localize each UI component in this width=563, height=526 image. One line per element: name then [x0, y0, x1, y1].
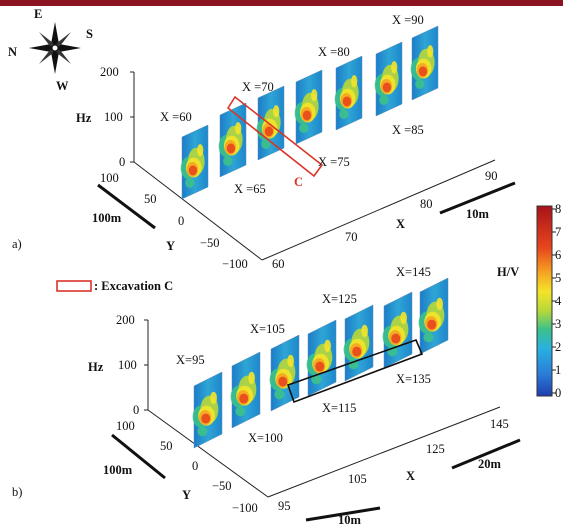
hv-slice-panel: [334, 55, 363, 131]
slice-label: X =85: [392, 123, 424, 137]
y-tick: 0: [192, 459, 198, 473]
compass-e: E: [34, 7, 42, 21]
hv-slice-panel: [306, 319, 337, 397]
x-tick: 105: [348, 472, 367, 486]
y-tick: −100: [232, 501, 258, 515]
colorbar-tick: 2: [555, 340, 561, 354]
x-tick: 95: [278, 499, 291, 513]
scale-label-x: 10m: [466, 207, 490, 221]
compass-s: S: [86, 27, 93, 41]
hv-slice-panel: [192, 371, 223, 449]
scale-label-y: 100m: [92, 211, 122, 225]
slice-label: X =60: [160, 110, 192, 124]
colorbar-title: H/V: [497, 265, 519, 279]
hv-slice-panel: [343, 304, 374, 382]
y-tick: 100: [116, 419, 135, 433]
slices-b: [192, 277, 449, 449]
slice-label: X=135: [396, 372, 431, 386]
colorbar-tick: 7: [555, 225, 561, 239]
y-tick: 100: [100, 171, 119, 185]
slice-label: X =80: [318, 45, 350, 59]
compass-w: W: [56, 79, 69, 93]
colorbar-tick: 0: [555, 386, 561, 400]
x-axis-label: X: [406, 469, 415, 483]
excavation-legend-swatch: [56, 280, 92, 292]
hz-axis-label: Hz: [88, 360, 104, 374]
x-tick: 80: [420, 197, 433, 211]
slice-label: X=100: [248, 431, 283, 445]
y-tick: 50: [144, 192, 157, 206]
excavation-c-mark: C: [294, 175, 303, 189]
scale-label-y: 100m: [103, 463, 133, 477]
hz-tick: 200: [100, 65, 119, 79]
x-tick: 70: [345, 230, 358, 244]
x-axis-label: X: [396, 217, 405, 231]
colorbar-tick: 1: [555, 363, 561, 377]
colorbar-tick: 3: [555, 317, 561, 331]
slice-label: X=115: [322, 401, 356, 415]
panel-b: 200 100 0 Hz 100 50 0 −50 −100 Y 95 105 …: [12, 265, 521, 526]
hv-slice-panel: [269, 334, 300, 412]
hz-tick: 100: [104, 110, 123, 124]
y-tick: −100: [222, 257, 248, 271]
y-tick: −50: [200, 236, 220, 250]
slice-label: X=125: [322, 292, 357, 306]
colorbar-tick: 4: [555, 294, 562, 308]
panel-tag: a): [12, 237, 22, 251]
slices-a: [180, 25, 439, 200]
compass-n: N: [8, 45, 17, 59]
y-axis-label: Y: [182, 488, 191, 502]
hv-slice-panel: [294, 69, 323, 145]
slice-label: X=95: [176, 353, 205, 367]
y-axis-label: Y: [166, 239, 175, 253]
slice-label: X =90: [392, 13, 424, 27]
x-tick: 60: [272, 257, 285, 271]
slice-label: X =70: [242, 80, 274, 94]
hz-tick: 200: [116, 313, 135, 327]
hz-tick: 100: [118, 358, 137, 372]
highlight-box: [286, 338, 424, 404]
y-tick: −50: [212, 479, 232, 493]
scale-label-bottom: 10m: [338, 513, 362, 526]
slice-label: X =65: [234, 182, 266, 196]
x-tick: 125: [426, 442, 445, 456]
hv-slice-panel: [374, 41, 403, 117]
slice-label: X =75: [318, 155, 350, 169]
y-tick: 50: [160, 439, 173, 453]
colorbar-tick: 5: [555, 271, 561, 285]
excavation-c-box: [226, 95, 324, 178]
hz-tick: 0: [119, 155, 125, 169]
slice-label: X=105: [250, 322, 285, 336]
excavation-legend-label: : Excavation C: [94, 279, 173, 293]
hv-slice-panel: [418, 277, 449, 355]
colorbar-tick: 6: [555, 248, 561, 262]
scale-label-x: 20m: [478, 457, 502, 471]
hv-slice-panel: [382, 291, 413, 369]
hv-slice-panel: [410, 25, 439, 101]
hv-slice-panel: [218, 102, 247, 178]
hz-axis-label: Hz: [76, 111, 92, 125]
compass-rose-icon: [29, 22, 81, 74]
colorbar-tick: 8: [555, 202, 561, 216]
x-tick: 145: [490, 417, 509, 431]
hv-slice-panel: [230, 351, 261, 429]
slice-label: X=145: [396, 265, 431, 279]
colorbar: H/V 8 7 6 5 4 3 2 1 0: [497, 202, 562, 400]
y-tick: 0: [178, 214, 184, 228]
panel-a: 200 100 0 Hz 100 50 0 −50 −100 Y 60 70 8…: [12, 13, 516, 271]
hv-slice-panel: [180, 124, 209, 200]
panel-tag: b): [12, 485, 22, 499]
frame-top-strip: [0, 0, 563, 6]
hz-tick: 0: [133, 403, 139, 417]
x-tick: 90: [485, 169, 498, 183]
